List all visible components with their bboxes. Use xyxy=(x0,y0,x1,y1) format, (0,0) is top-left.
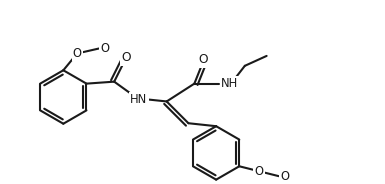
Text: O: O xyxy=(121,51,131,64)
Text: NH: NH xyxy=(221,77,238,90)
Text: O: O xyxy=(280,170,289,183)
Text: O: O xyxy=(73,47,82,60)
Text: HN: HN xyxy=(130,93,147,106)
Text: O: O xyxy=(198,53,208,66)
Text: O: O xyxy=(100,42,109,55)
Text: O: O xyxy=(254,165,264,178)
